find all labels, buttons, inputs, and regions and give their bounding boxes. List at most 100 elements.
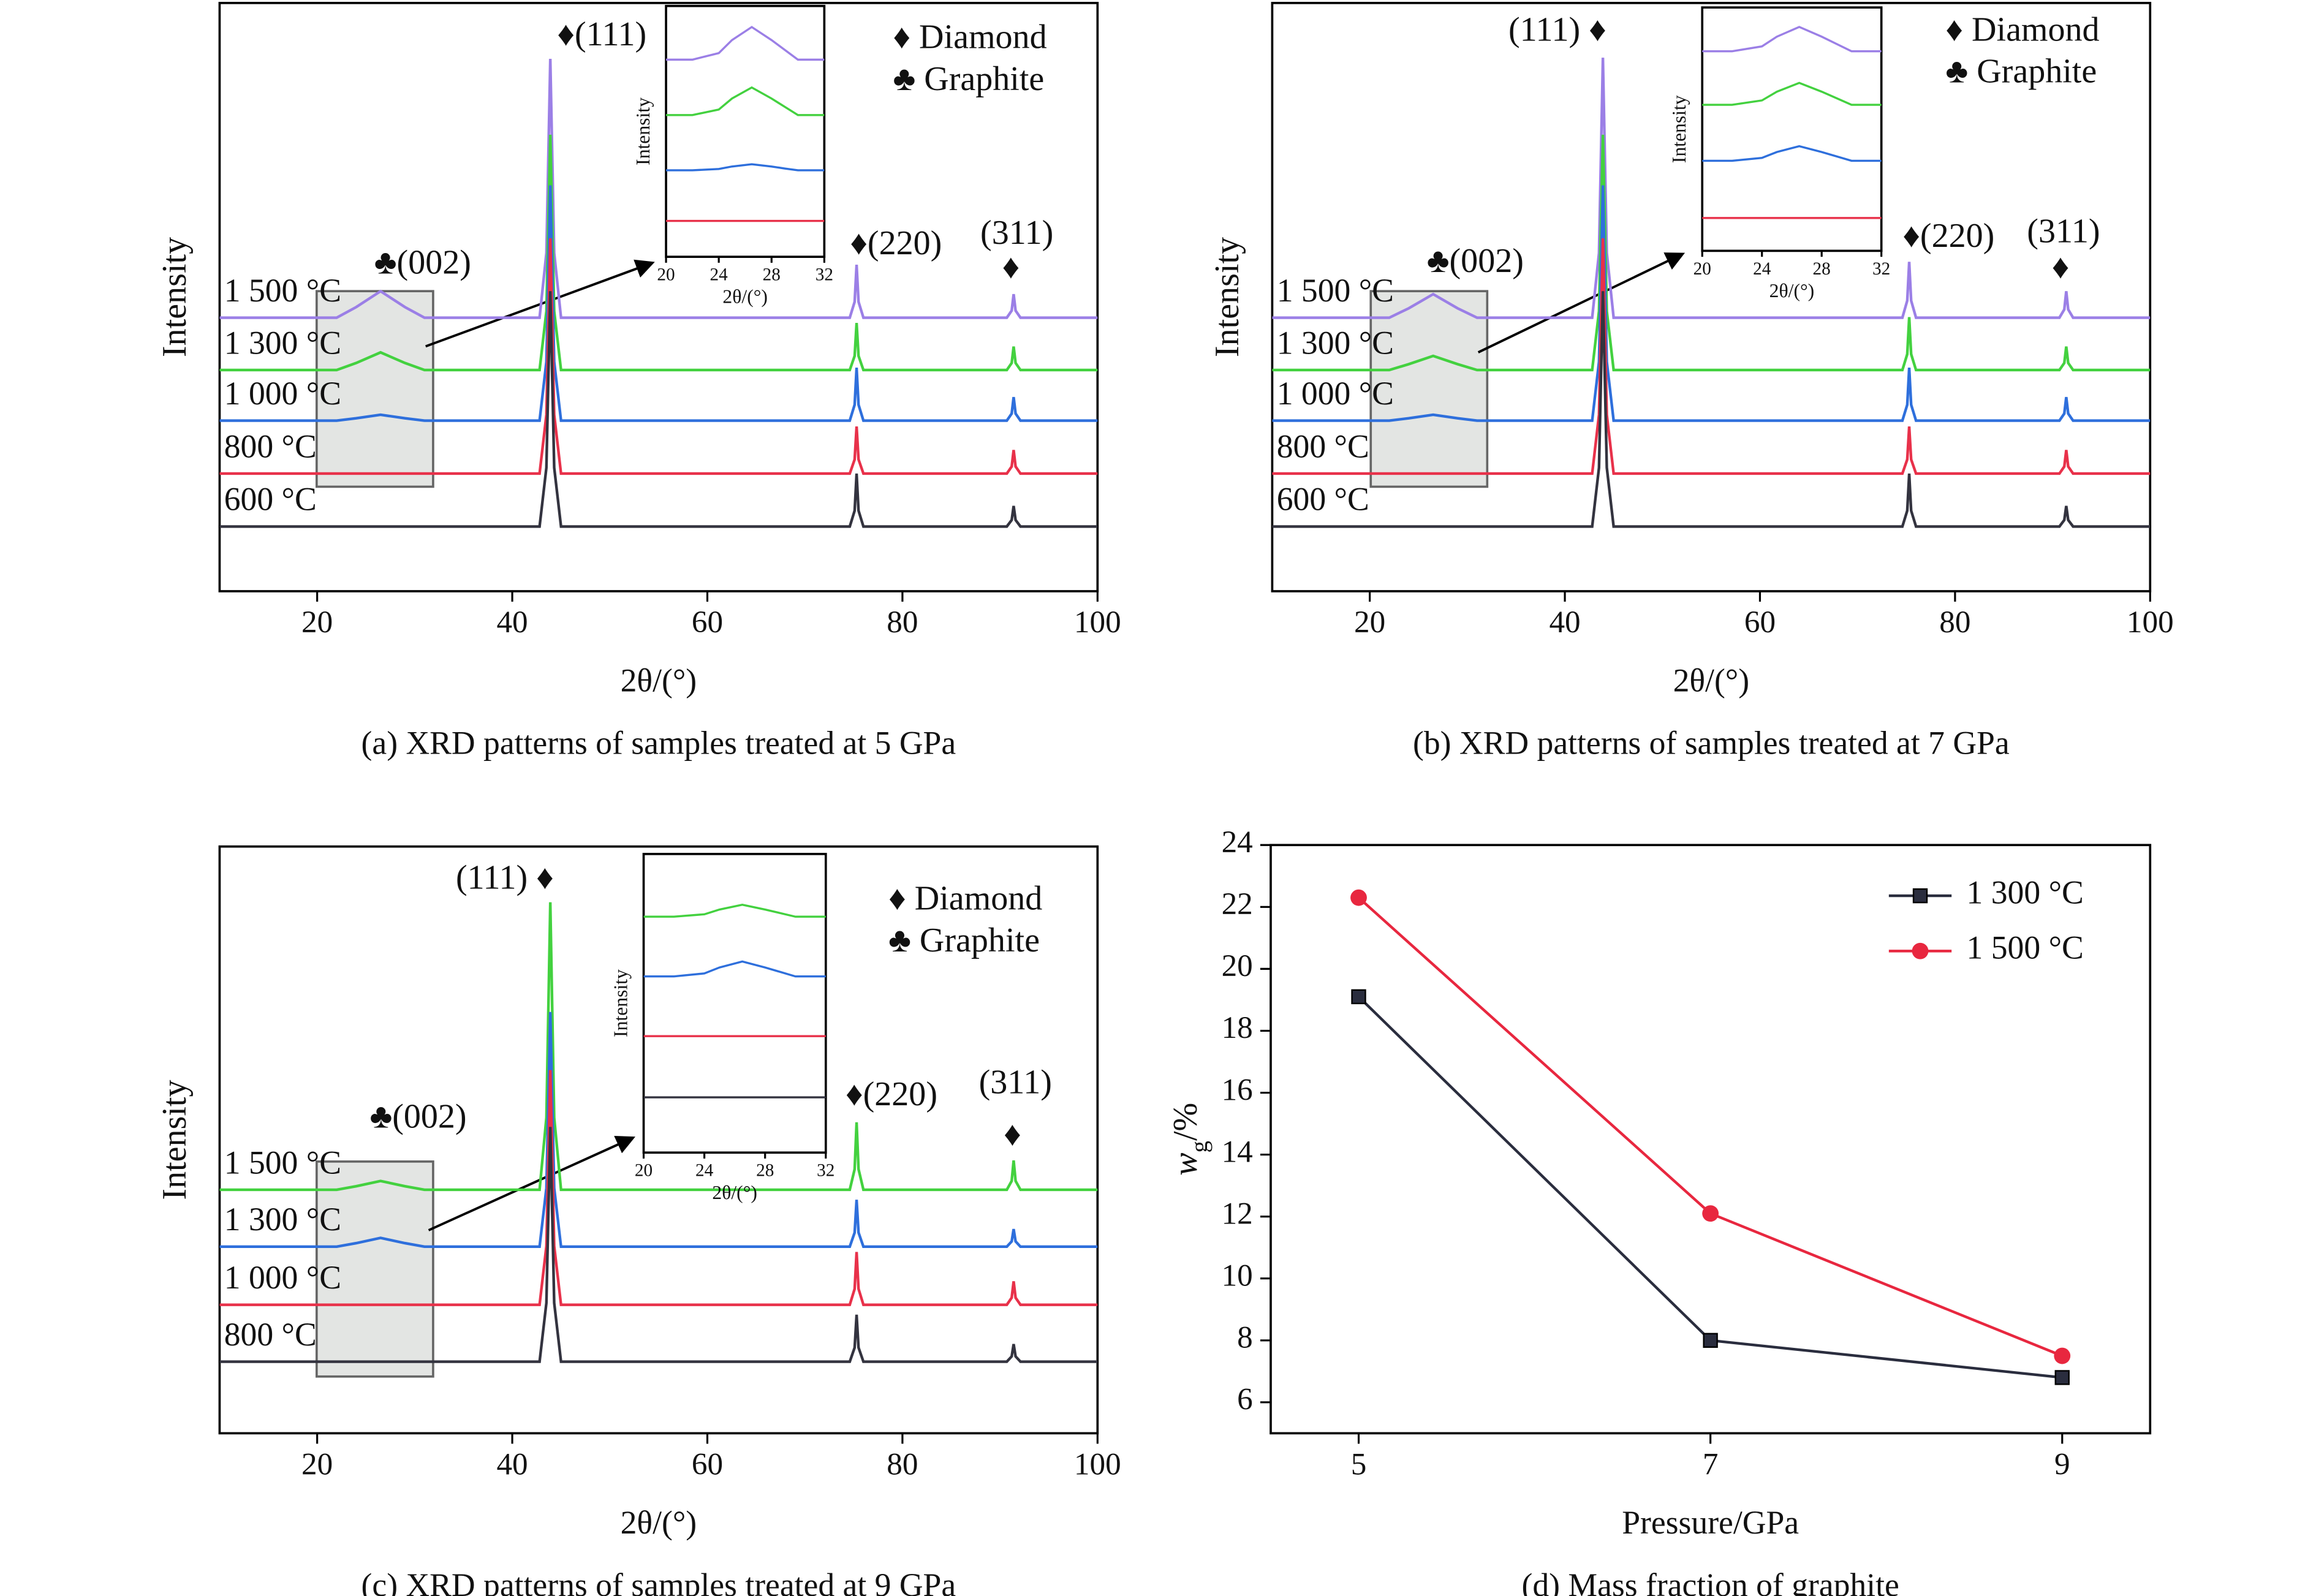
series-line bbox=[643, 903, 826, 918]
series-line bbox=[1272, 58, 2151, 319]
y-axis-title-sub: g bbox=[1186, 1141, 1213, 1152]
x-tick-label: 7 bbox=[1703, 1447, 1719, 1482]
x-tick-label: 24 bbox=[1753, 259, 1771, 279]
y-axis-title-main: w bbox=[1167, 1153, 1205, 1176]
x-tick-label: 100 bbox=[2127, 605, 2174, 640]
series-line bbox=[219, 238, 1098, 475]
series-line bbox=[666, 163, 825, 172]
y-tick-label: 16 bbox=[1222, 1072, 1253, 1107]
y-tick-label: 14 bbox=[1222, 1134, 1253, 1169]
x-tick-label: 100 bbox=[1074, 605, 1121, 640]
series-line bbox=[1272, 185, 2151, 422]
annotation: (111) ♦ bbox=[1508, 10, 1606, 48]
x-tick-label: 60 bbox=[692, 605, 723, 640]
y-tick-label: 18 bbox=[1222, 1010, 1253, 1045]
annotation: (111) ♦ bbox=[456, 859, 554, 897]
x-tick-label: 80 bbox=[1939, 605, 1970, 640]
series-label: 600 °C bbox=[1277, 481, 1369, 518]
y-tick-label: 12 bbox=[1222, 1196, 1253, 1231]
series-line bbox=[219, 185, 1098, 422]
legend-marker bbox=[1912, 942, 1929, 959]
x-tick-label: 80 bbox=[887, 605, 918, 640]
caption: (a) XRD patterns of samples treated at 5… bbox=[361, 725, 956, 762]
x-axis-title: Pressure/GPa bbox=[1622, 1504, 1799, 1541]
x-tick-label: 5 bbox=[1351, 1447, 1367, 1482]
y-axis-title-main: Intensity bbox=[1668, 95, 1690, 163]
series-line bbox=[219, 59, 1098, 319]
x-axis-title: 2θ/(°) bbox=[712, 1182, 757, 1203]
series-line bbox=[643, 960, 826, 978]
annotation: ♦ bbox=[1002, 248, 1020, 286]
zoom-box bbox=[1369, 290, 1489, 488]
legend-label: 1 300 °C bbox=[1967, 874, 2084, 910]
annotation: ♦ Diamond bbox=[888, 880, 1042, 918]
x-tick-label: 40 bbox=[496, 605, 528, 640]
arrow bbox=[425, 259, 655, 348]
y-axis-title: Intensity bbox=[1668, 95, 1690, 163]
series-line bbox=[666, 26, 825, 61]
x-tick-label: 20 bbox=[301, 605, 333, 640]
annotation: ♦ Diamond bbox=[893, 18, 1046, 56]
zoom-boxes bbox=[316, 290, 1489, 1378]
annotation: (311) bbox=[980, 214, 1053, 252]
arrow bbox=[1477, 252, 1686, 354]
y-axis-title-main: Intensity bbox=[1208, 237, 1246, 357]
x-tick-label: 9 bbox=[2054, 1447, 2070, 1482]
y-tick-label: 10 bbox=[1222, 1258, 1253, 1293]
series-line bbox=[219, 1127, 1098, 1363]
x-tick-label: 20 bbox=[657, 265, 675, 285]
series-label: 1 500 °C bbox=[1277, 272, 1394, 309]
zoom-arrows bbox=[425, 252, 1686, 1231]
series-label: 1 500 °C bbox=[224, 1144, 341, 1181]
series-line bbox=[219, 134, 1098, 372]
zoom-box bbox=[316, 290, 434, 488]
annotation: (311) bbox=[979, 1063, 1052, 1101]
series-label: 1 000 °C bbox=[224, 1259, 341, 1296]
x-tick-label: 60 bbox=[1744, 605, 1776, 640]
x-axis-title: 2θ/(°) bbox=[1673, 662, 1750, 698]
annotation: ♦ bbox=[2052, 248, 2070, 286]
point bbox=[1702, 1205, 1719, 1222]
annotation: ♦(111) bbox=[557, 15, 646, 53]
legend-label: 1 500 °C bbox=[1967, 929, 2084, 966]
point bbox=[2054, 1370, 2070, 1385]
series-line bbox=[666, 86, 825, 116]
series-label: 800 °C bbox=[224, 428, 317, 464]
plot-frame bbox=[642, 853, 827, 1154]
inset-background bbox=[1702, 7, 1882, 251]
annotation: ♣(002) bbox=[369, 1098, 466, 1136]
x-tick-label: 20 bbox=[635, 1161, 653, 1181]
x-tick-label: 24 bbox=[695, 1161, 714, 1181]
series-label: 600 °C bbox=[224, 481, 317, 518]
legend-marker bbox=[1912, 888, 1928, 904]
x-tick-label: 28 bbox=[1813, 259, 1831, 279]
series-line bbox=[219, 1070, 1098, 1306]
y-axis-title-unit: /% bbox=[1167, 1103, 1205, 1141]
y-tick-label: 20 bbox=[1222, 948, 1253, 983]
series-label: 1 000 °C bbox=[1277, 375, 1394, 412]
x-axis-title: 2θ/(°) bbox=[1769, 280, 1815, 301]
y-axis-title-main: Intensity bbox=[610, 969, 632, 1037]
arrow bbox=[428, 1135, 635, 1231]
y-axis-title-main: Intensity bbox=[632, 97, 654, 165]
series-line bbox=[1272, 134, 2151, 372]
x-tick-label: 20 bbox=[301, 1447, 333, 1482]
x-tick-label: 80 bbox=[887, 1447, 918, 1482]
annotation: ♦(220) bbox=[850, 224, 942, 262]
caption: (b) XRD patterns of samples treated at 7… bbox=[1413, 725, 2010, 762]
plot-frame bbox=[1701, 6, 1883, 252]
x-tick-label: 32 bbox=[817, 1161, 834, 1181]
x-tick-label: 40 bbox=[1549, 605, 1580, 640]
series-line bbox=[1702, 145, 1882, 162]
x-axis-title: 2θ/(°) bbox=[722, 286, 768, 308]
inset-background bbox=[666, 6, 825, 257]
plot-frame bbox=[218, 2, 1099, 592]
series-label: 1 500 °C bbox=[224, 272, 341, 309]
point bbox=[1350, 889, 1367, 906]
y-axis-title-main: Intensity bbox=[156, 237, 194, 357]
x-tick-label: 24 bbox=[710, 265, 728, 285]
annotation: (311) bbox=[2027, 212, 2100, 250]
annotation: ♦ Diamond bbox=[1945, 10, 2099, 48]
series-line bbox=[219, 1012, 1098, 1249]
